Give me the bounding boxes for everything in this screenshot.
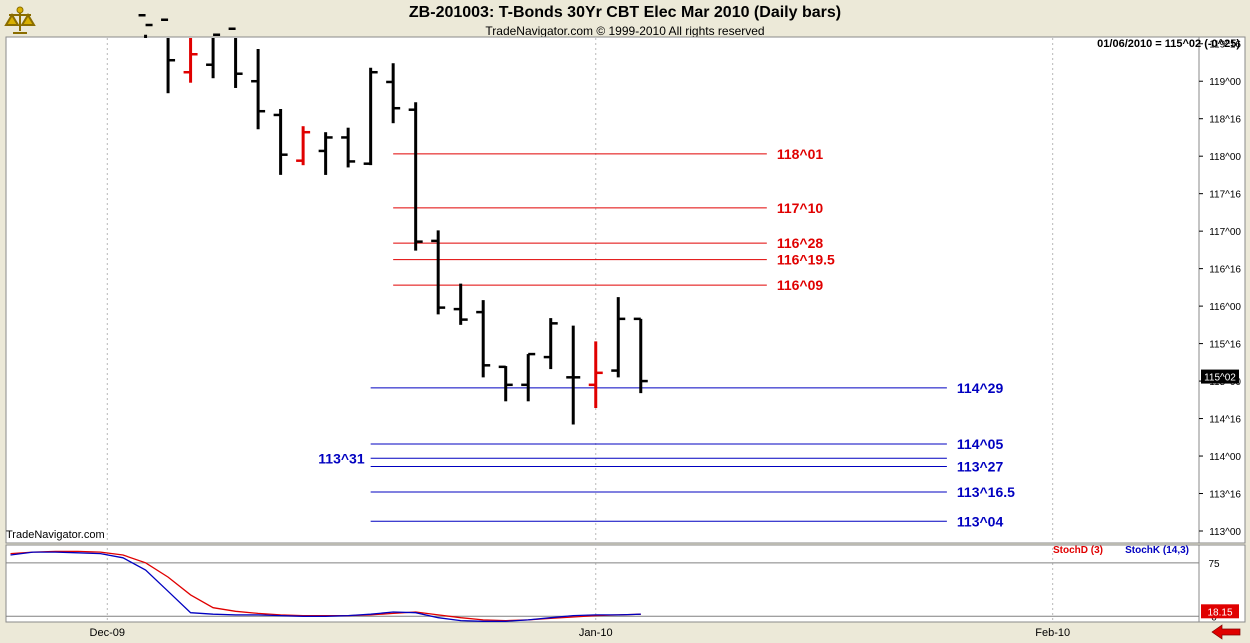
level-label: 116^28 xyxy=(777,235,824,251)
chart-subtitle: TradeNavigator.com © 1999-2010 All right… xyxy=(485,24,765,38)
price-readout: 01/06/2010 = 115^02 (-0^25) xyxy=(1097,38,1240,50)
stoch-value-badge xyxy=(1201,604,1239,619)
y-tick-label: 115^16 xyxy=(1209,340,1241,351)
y-tick-label: 114^16 xyxy=(1209,415,1241,426)
level-label: 116^19.5 xyxy=(777,252,835,268)
y-tick-label: 114^00 xyxy=(1209,452,1241,463)
y-tick-label: 118^16 xyxy=(1209,115,1241,126)
y-tick-label: 117^16 xyxy=(1209,190,1241,201)
level-label: 116^09 xyxy=(777,277,824,293)
level-label: 114^29 xyxy=(957,380,1004,396)
price-axis[interactable] xyxy=(1198,36,1246,544)
stoch-y-tick-label: 75 xyxy=(1208,559,1220,570)
stoch-value-label: 18.15 xyxy=(1207,607,1232,618)
y-tick-label: 116^00 xyxy=(1209,302,1241,313)
y-tick-label: 118^00 xyxy=(1209,152,1241,163)
stochastic-panel[interactable] xyxy=(5,544,1200,623)
level-label: 117^10 xyxy=(777,200,824,216)
level-label: 113^04 xyxy=(957,513,1004,529)
y-tick-label: 119^00 xyxy=(1209,77,1241,88)
stoch-k-legend: StochK (14,3) xyxy=(1125,545,1189,556)
x-tick-label: Feb-10 xyxy=(1035,627,1070,639)
level-label: 113^31 xyxy=(318,450,365,466)
level-label: 113^27 xyxy=(957,459,1004,475)
y-tick-label: 117^00 xyxy=(1209,227,1241,238)
scroll-left-arrow-icon[interactable] xyxy=(1211,624,1241,640)
x-tick-label: Jan-10 xyxy=(579,627,613,639)
y-tick-label: 113^16 xyxy=(1209,490,1241,501)
tradenavigator-logo-icon xyxy=(3,5,37,37)
last-price-label: 115^02 xyxy=(1204,373,1236,384)
x-tick-label: Dec-09 xyxy=(90,627,125,639)
level-label: 114^05 xyxy=(957,436,1004,452)
level-label: 118^01 xyxy=(777,146,824,162)
y-tick-label: 113^00 xyxy=(1209,527,1241,538)
level-label: 113^16.5 xyxy=(957,484,1015,500)
price-panel[interactable] xyxy=(5,36,1200,544)
last-price-badge xyxy=(1201,369,1239,384)
stoch-d-legend: StochD (3) xyxy=(1053,545,1103,556)
y-tick-label: 119^16 xyxy=(1209,40,1241,51)
chart-title: ZB-201003: T-Bonds 30Yr CBT Elec Mar 201… xyxy=(408,4,842,21)
watermark-label: TradeNavigator.com xyxy=(6,529,105,541)
y-tick-label: 116^16 xyxy=(1209,265,1241,276)
stoch-k-line xyxy=(10,551,641,622)
